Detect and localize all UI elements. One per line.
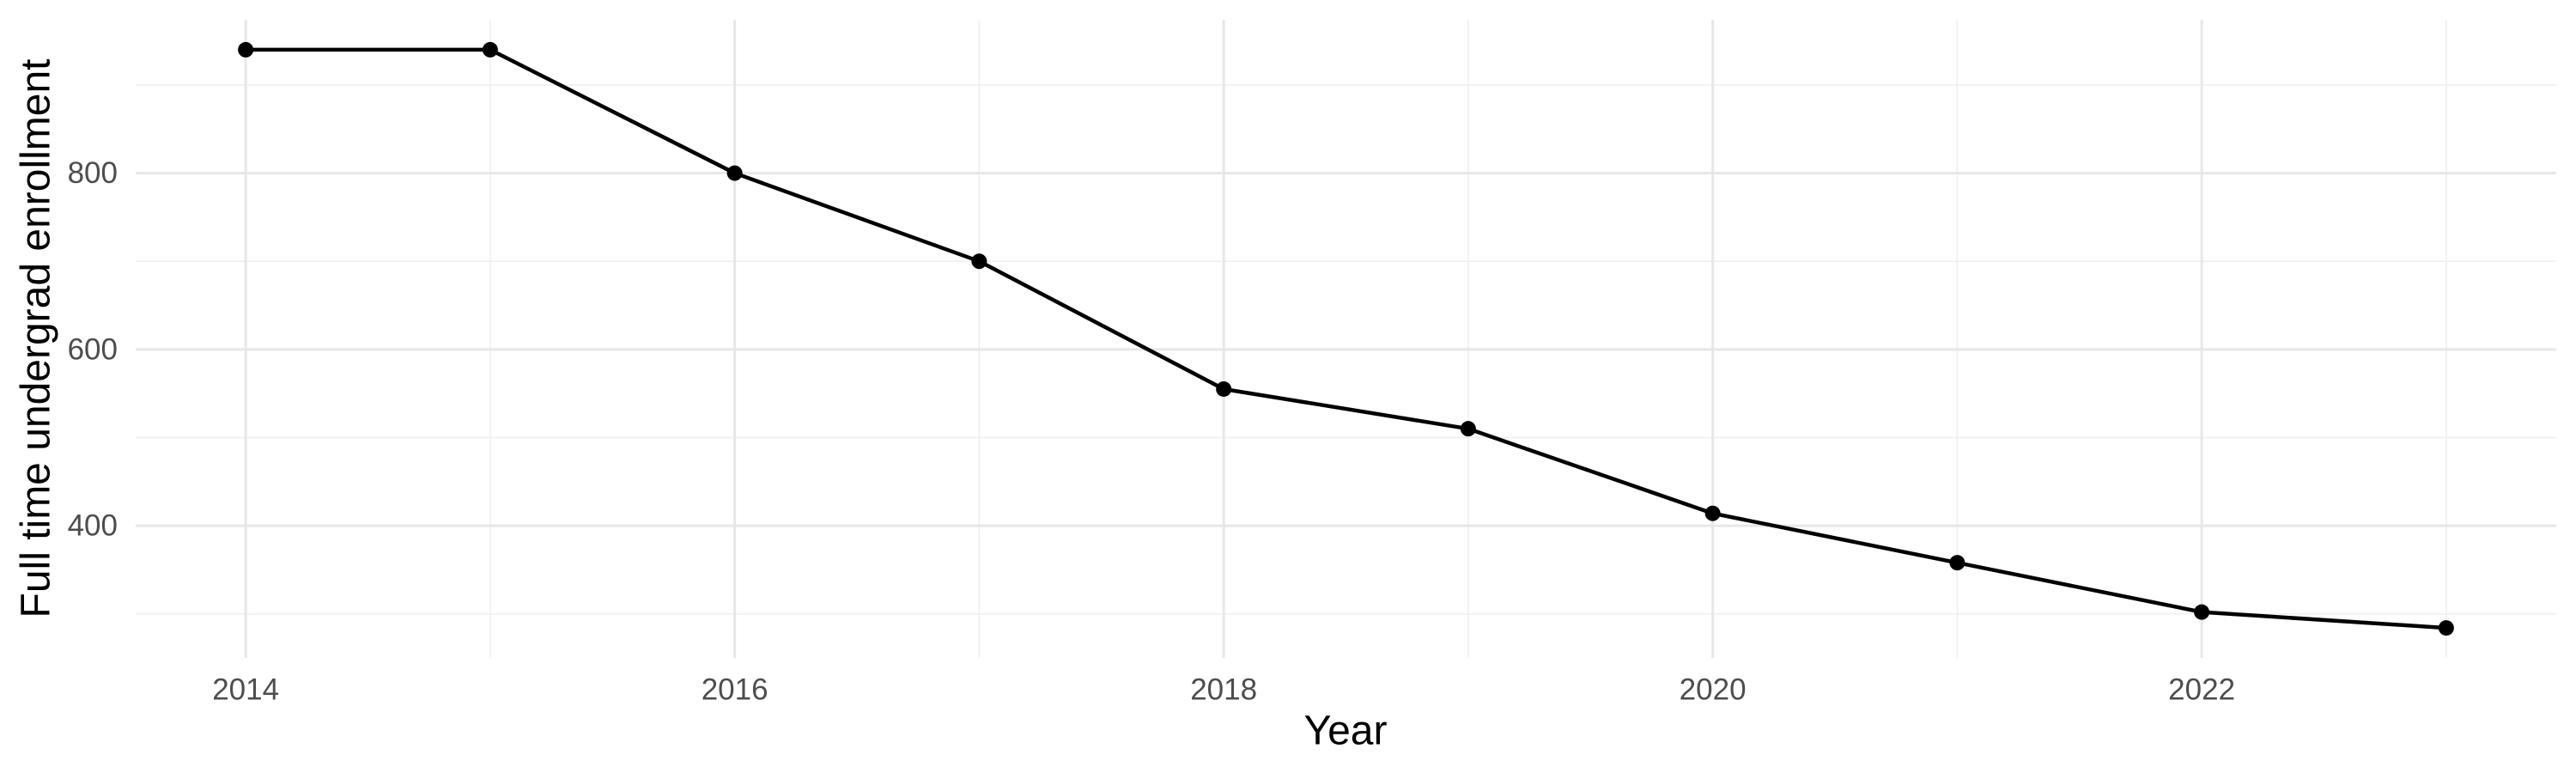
enrollment-line	[243, 47, 2449, 630]
data-point	[1460, 421, 1476, 437]
data-point	[971, 253, 987, 270]
data-point	[238, 41, 254, 58]
data-point	[482, 41, 498, 58]
grid-major-layer	[136, 20, 2556, 658]
x-axis-title: Year	[1304, 709, 1388, 754]
data-point	[2194, 604, 2210, 620]
x-tick-label: 2018	[1190, 673, 1257, 707]
grid-minor-layer	[136, 20, 2556, 658]
x-tick-label: 2016	[702, 673, 769, 707]
y-tick-label: 800	[68, 156, 118, 190]
y-tick-labels: 400 600 800	[68, 156, 118, 542]
data-point	[2438, 620, 2454, 636]
data-point	[1704, 505, 1721, 521]
x-tick-labels: 2014 2016 2018 2020 2022	[212, 673, 2235, 707]
x-tick-label: 2020	[1680, 673, 1747, 707]
y-tick-label: 600	[68, 332, 118, 366]
y-tick-label: 400	[68, 509, 118, 543]
series-layer	[238, 41, 2454, 636]
x-tick-label: 2014	[212, 673, 279, 707]
data-point	[1949, 555, 1965, 571]
x-tick-label: 2022	[2168, 673, 2235, 707]
data-point	[726, 165, 743, 181]
data-point	[1216, 380, 1232, 397]
y-axis-title: Full time undergrad enrollment	[14, 59, 59, 618]
